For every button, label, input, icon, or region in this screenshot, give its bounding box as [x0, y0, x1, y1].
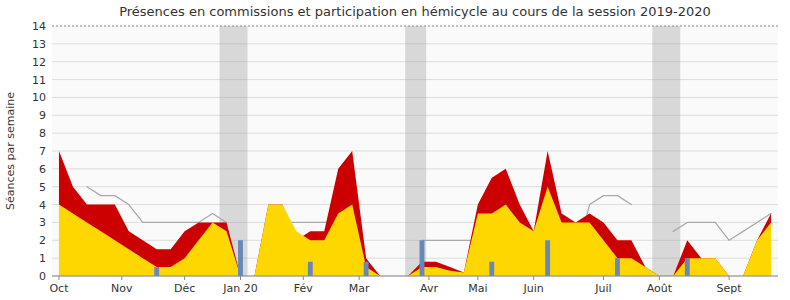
y-tick-label: 3 — [39, 216, 46, 229]
bar — [364, 262, 369, 276]
y-tick-label: 8 — [39, 127, 46, 140]
bar — [420, 240, 425, 276]
area — [59, 187, 771, 276]
x-tick — [240, 276, 241, 280]
bar — [154, 267, 159, 276]
x-tick — [533, 276, 534, 280]
y-tick-label: 14 — [32, 20, 46, 33]
x-tick-label: Jan 20 — [222, 282, 257, 295]
y-tick-label: 11 — [32, 74, 46, 87]
title: Présences en commissions et participatio… — [119, 4, 711, 19]
y-tick-label: 4 — [39, 199, 46, 212]
grid — [52, 26, 778, 276]
x-tick — [428, 276, 429, 280]
area — [59, 151, 771, 276]
bar — [308, 262, 313, 276]
y-tick-label: 12 — [32, 56, 46, 69]
bar — [685, 258, 690, 276]
x-tick-label: Août — [647, 282, 673, 295]
x-tick — [121, 276, 122, 280]
y-tick-label: 7 — [39, 145, 46, 158]
y-tick-label: 2 — [39, 234, 46, 247]
x-tick — [58, 276, 59, 280]
x-tick-label: Nov — [111, 282, 133, 295]
x-tick-label: Avr — [420, 282, 438, 295]
x-tick — [603, 276, 604, 280]
bar — [615, 258, 620, 276]
x-tick-label: Juil — [594, 282, 611, 295]
x-tick — [729, 276, 730, 280]
x-tick — [303, 276, 304, 280]
y-tick-label: 1 — [39, 252, 46, 265]
y-tick-label: 9 — [39, 109, 46, 122]
bar — [238, 240, 243, 276]
x-tick — [359, 276, 360, 280]
x-tick-label: Déc — [174, 282, 195, 295]
x-tick-label: Mar — [349, 282, 370, 295]
chart: 01234567891011121314OctNovDécJan 20FévMa… — [0, 0, 790, 300]
x-tick-label: Mai — [468, 282, 487, 295]
plot-area — [59, 26, 771, 276]
x-tick — [659, 276, 660, 280]
x-axis-line — [52, 276, 778, 277]
y-tick-label: 13 — [32, 38, 46, 51]
band — [405, 26, 426, 276]
y-axis-label: Séances par semaine — [4, 92, 17, 210]
band — [652, 26, 680, 276]
y-tick-label: 10 — [32, 91, 46, 104]
y-tick-label: 6 — [39, 163, 46, 176]
x-tick-label: Sept — [717, 282, 743, 295]
x-tick-label: Oct — [49, 282, 69, 295]
x-tick — [184, 276, 185, 280]
grid-line — [52, 276, 778, 277]
y-tick-label: 0 — [39, 270, 46, 283]
x-tick — [477, 276, 478, 280]
bar — [489, 262, 494, 276]
bar — [545, 240, 550, 276]
y-tick-label: 5 — [39, 181, 46, 194]
x-tick-label: Juin — [523, 282, 544, 295]
x-tick-label: Fév — [294, 282, 313, 295]
plot-background — [52, 26, 778, 276]
